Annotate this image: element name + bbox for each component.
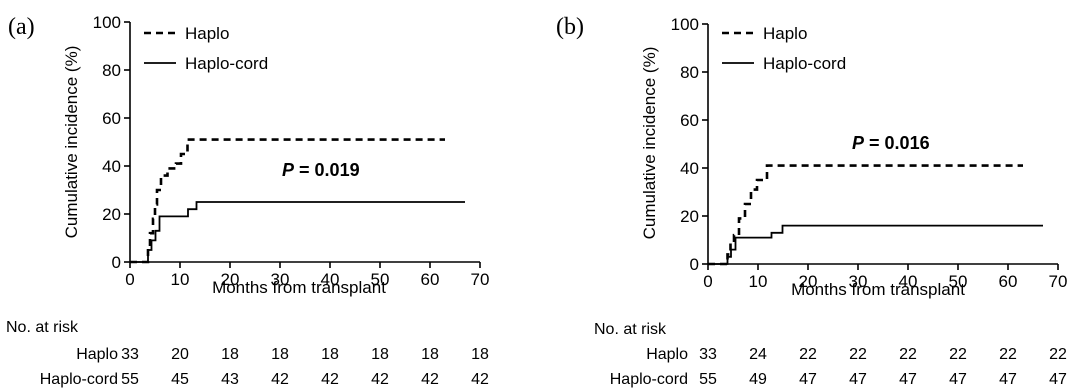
risk-table-title: No. at risk bbox=[594, 321, 667, 338]
risk-value: 55 bbox=[699, 371, 717, 388]
y-tick-label: 60 bbox=[102, 109, 121, 128]
risk-value: 33 bbox=[121, 346, 139, 363]
risk-value: 22 bbox=[799, 346, 817, 363]
y-tick-label: 80 bbox=[680, 63, 699, 82]
risk-value: 22 bbox=[1049, 346, 1067, 363]
x-tick-label: 0 bbox=[703, 272, 712, 291]
x-tick-label: 10 bbox=[749, 272, 768, 291]
risk-value: 22 bbox=[949, 346, 967, 363]
risk-value: 49 bbox=[749, 371, 767, 388]
y-tick-label: 40 bbox=[102, 157, 121, 176]
x-axis-title: Months from transplant bbox=[212, 278, 386, 297]
x-tick-label: 30 bbox=[849, 272, 868, 291]
risk-value: 42 bbox=[421, 371, 439, 388]
y-tick-label: 60 bbox=[680, 111, 699, 130]
risk-value: 42 bbox=[321, 371, 339, 388]
series-line-haplo bbox=[708, 164, 1023, 266]
y-tick-label: 20 bbox=[680, 207, 699, 226]
y-tick-label: 0 bbox=[690, 255, 699, 274]
x-axis-title: Months from transplant bbox=[791, 280, 965, 299]
risk-table-title: No. at risk bbox=[6, 319, 79, 336]
panel-label: (b) bbox=[556, 14, 584, 40]
risk-value: 47 bbox=[999, 371, 1017, 388]
risk-value: 18 bbox=[221, 346, 239, 363]
risk-value: 47 bbox=[1049, 371, 1067, 388]
risk-value: 18 bbox=[421, 346, 439, 363]
panel-label: (a) bbox=[8, 14, 35, 40]
risk-value: 42 bbox=[471, 371, 489, 388]
y-tick-label: 80 bbox=[102, 61, 121, 80]
risk-value: 18 bbox=[471, 346, 489, 363]
p-value-annotation: P = 0.016 bbox=[852, 133, 930, 153]
risk-value: 42 bbox=[271, 371, 289, 388]
legend-label-haplo: Haplo bbox=[185, 24, 229, 43]
risk-value: 22 bbox=[999, 346, 1017, 363]
risk-value: 18 bbox=[271, 346, 289, 363]
x-tick-label: 40 bbox=[321, 270, 340, 289]
x-tick-label: 20 bbox=[799, 272, 818, 291]
y-tick-label: 40 bbox=[680, 159, 699, 178]
risk-value: 43 bbox=[221, 371, 239, 388]
y-tick-label: 20 bbox=[102, 205, 121, 224]
x-tick-label: 10 bbox=[171, 270, 190, 289]
y-tick-label: 100 bbox=[671, 15, 699, 34]
risk-value: 20 bbox=[171, 346, 189, 363]
panel-a: (a) Cumulative incidence (%) 0 20 40 60 80 10… bbox=[6, 13, 489, 388]
x-tick-label: 60 bbox=[421, 270, 440, 289]
risk-value: 55 bbox=[121, 371, 139, 388]
x-tick-label: 70 bbox=[1049, 272, 1068, 291]
risk-value: 24 bbox=[749, 346, 767, 363]
panel-b: (b) Cumulative incidence (%) 0 20 40 60 80 10… bbox=[556, 14, 1067, 388]
risk-row-label-haplo-cord: Haplo-cord bbox=[40, 371, 118, 388]
risk-value: 47 bbox=[849, 371, 867, 388]
risk-value: 18 bbox=[321, 346, 339, 363]
risk-value: 18 bbox=[371, 346, 389, 363]
x-tick-label: 40 bbox=[899, 272, 918, 291]
x-tick-label: 0 bbox=[125, 270, 134, 289]
y-axis-title: Cumulative incidence (%) bbox=[640, 47, 659, 240]
risk-value: 47 bbox=[799, 371, 817, 388]
x-tick-label: 60 bbox=[999, 272, 1018, 291]
risk-value: 42 bbox=[371, 371, 389, 388]
risk-row-label-haplo: Haplo bbox=[646, 346, 688, 363]
y-tick-label: 0 bbox=[112, 253, 121, 272]
legend-label-haplo-cord: Haplo-cord bbox=[763, 54, 846, 73]
series-line-haplo bbox=[130, 138, 445, 264]
x-tick-label: 50 bbox=[371, 270, 390, 289]
y-tick-label: 100 bbox=[93, 13, 121, 32]
p-value-annotation: P = 0.019 bbox=[282, 160, 360, 180]
risk-value: 22 bbox=[849, 346, 867, 363]
x-tick-label: 20 bbox=[221, 270, 240, 289]
x-tick-label: 30 bbox=[271, 270, 290, 289]
legend-label-haplo: Haplo bbox=[763, 24, 807, 43]
y-axis-title: Cumulative incidence (%) bbox=[62, 46, 81, 239]
series-line-haplo-cord bbox=[708, 224, 1043, 265]
risk-value: 47 bbox=[899, 371, 917, 388]
x-tick-label: 50 bbox=[949, 272, 968, 291]
risk-value: 33 bbox=[699, 346, 717, 363]
series-line-haplo-cord bbox=[130, 201, 465, 263]
risk-value: 47 bbox=[949, 371, 967, 388]
risk-value: 22 bbox=[899, 346, 917, 363]
risk-row-label-haplo-cord: Haplo-cord bbox=[610, 371, 688, 388]
x-tick-label: 70 bbox=[471, 270, 490, 289]
legend-label-haplo-cord: Haplo-cord bbox=[185, 54, 268, 73]
risk-row-label-haplo: Haplo bbox=[76, 346, 118, 363]
risk-value: 45 bbox=[171, 371, 189, 388]
